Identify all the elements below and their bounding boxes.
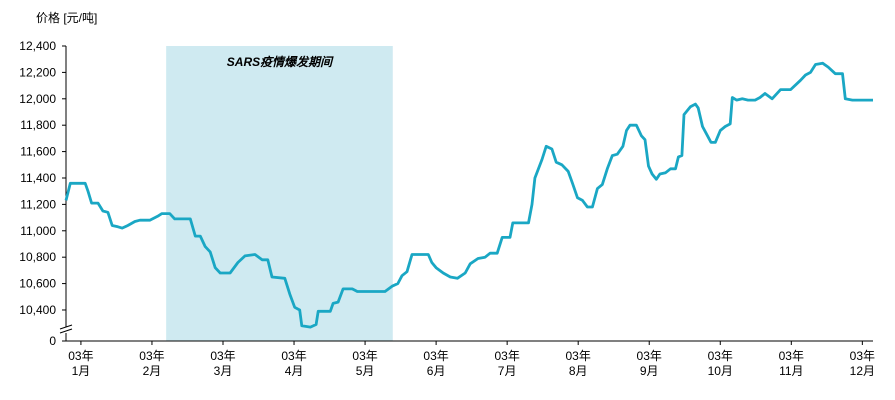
- x-tick-label: 03年 4月: [281, 349, 306, 378]
- x-tick-label: 03年 11月: [779, 349, 804, 378]
- x-tick-label: 03年 5月: [352, 349, 377, 378]
- y-tick-label: 12,200: [19, 65, 56, 79]
- y-tick-label: 10,800: [19, 250, 56, 264]
- axis-break-gap: [60, 327, 72, 333]
- y-tick-label: 11,600: [20, 145, 56, 159]
- y-tick-label: 12,400: [19, 39, 56, 53]
- y-tick-label: 11,200: [20, 197, 56, 211]
- x-tick-label: 03年 10月: [708, 349, 733, 378]
- x-tick-label: 03年 6月: [423, 349, 448, 378]
- y-tick-label: 11,000: [20, 224, 56, 238]
- y-axis-label: 价格 [元/吨]: [36, 10, 97, 25]
- x-tick-label: 03年 3月: [210, 349, 235, 378]
- x-tick-label: 03年 2月: [139, 349, 164, 378]
- y-tick-label: 11,400: [20, 171, 56, 185]
- x-tick-label: 03年 7月: [494, 349, 519, 378]
- y-tick-label: 0: [49, 334, 56, 348]
- axis-break: [59, 324, 73, 330]
- y-tick-label: 11,800: [20, 118, 56, 132]
- shaded-region: [166, 46, 393, 341]
- axis-break: [59, 328, 73, 334]
- price-line: [64, 61, 873, 329]
- x-tick-label: 03年 1月: [68, 349, 93, 378]
- y-tick-label: 10,600: [19, 277, 56, 291]
- x-tick-label: 03年 8月: [566, 349, 591, 378]
- y-tick-label: 10,400: [19, 303, 56, 317]
- y-tick-label: 12,000: [19, 92, 56, 106]
- region-label: SARS疫情爆发期间: [227, 55, 334, 69]
- x-tick-label: 03年 12月: [850, 349, 875, 378]
- x-tick-label: 03年 9月: [637, 349, 662, 378]
